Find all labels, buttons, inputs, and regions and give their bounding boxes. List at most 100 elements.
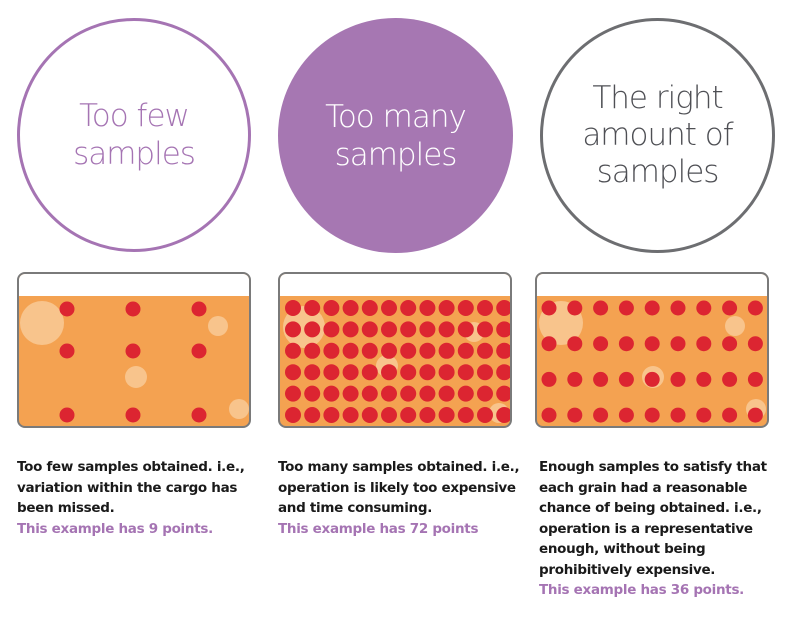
title-line: amount of	[582, 117, 733, 153]
sample-point	[323, 364, 340, 381]
bubbles	[539, 301, 766, 419]
sample-point	[747, 407, 763, 423]
sample-point	[644, 336, 660, 352]
sample-point	[496, 342, 510, 359]
sample-point	[400, 342, 417, 359]
point-count-note: This example has 36 points.	[539, 582, 745, 598]
sample-point	[400, 300, 417, 316]
container-headspace	[19, 274, 249, 296]
sample-point	[191, 301, 207, 317]
caption-text: Too few samples obtained. i.e., variatio…	[17, 459, 245, 516]
sample-point	[618, 336, 634, 352]
sample-point	[419, 364, 436, 381]
sample-point	[381, 407, 397, 423]
sample-point	[125, 301, 141, 317]
sample-point	[381, 385, 397, 402]
sample-point	[304, 385, 321, 402]
right-amount-title: The right amount of samples	[582, 80, 733, 191]
sample-point	[125, 407, 141, 423]
sample-points	[285, 300, 510, 423]
sample-point	[457, 321, 474, 338]
sample-point	[381, 364, 397, 381]
sample-point	[419, 342, 436, 359]
sample-point	[722, 407, 738, 423]
sample-point	[323, 300, 340, 316]
sample-point	[304, 300, 321, 316]
sample-point	[696, 407, 712, 423]
sample-point	[722, 371, 738, 387]
right-amount-caption: Enough samples to satisfy that each grai…	[539, 457, 784, 601]
sample-point	[361, 407, 378, 423]
too-many-caption: Too many samples obtained. i.e., operati…	[278, 457, 523, 539]
sample-point	[59, 343, 75, 359]
title-line: samples	[73, 136, 196, 172]
sample-point	[541, 300, 557, 316]
sample-point	[323, 407, 340, 423]
right-amount-sample-container	[535, 272, 769, 428]
sample-point	[419, 321, 436, 338]
sample-point	[593, 371, 609, 387]
sample-point	[541, 336, 557, 352]
sample-point	[400, 321, 417, 338]
sample-point	[618, 407, 634, 423]
title-line: samples	[596, 154, 720, 190]
sample-point	[285, 364, 301, 381]
bubbles	[20, 301, 249, 419]
title-line: Too few	[79, 98, 190, 134]
sample-point	[457, 342, 474, 359]
point-count-note: This example has 72 points	[278, 520, 479, 537]
sample-point	[747, 336, 763, 352]
sample-point	[457, 364, 474, 381]
sample-point	[285, 342, 301, 359]
sample-point	[323, 342, 340, 359]
sample-point	[419, 407, 436, 423]
too-few-title: Too few samples	[73, 97, 196, 173]
sample-point	[191, 343, 207, 359]
right-amount-circle: The right amount of samples	[540, 18, 775, 253]
sample-point	[496, 407, 510, 423]
sample-point	[567, 336, 583, 352]
sample-point	[593, 336, 609, 352]
sample-point	[593, 300, 609, 316]
sample-point	[457, 300, 474, 316]
sample-point	[477, 300, 493, 316]
sample-point	[361, 321, 378, 338]
sample-point	[567, 371, 583, 387]
sample-point	[670, 407, 686, 423]
sample-point	[670, 336, 686, 352]
too-many-sample-container	[278, 272, 512, 428]
sample-point	[323, 321, 340, 338]
sample-point	[285, 300, 301, 316]
sample-point	[191, 407, 207, 423]
sample-point	[438, 385, 455, 402]
sample-point	[381, 342, 397, 359]
sample-point	[381, 321, 397, 338]
sample-point	[419, 385, 436, 402]
sample-point	[438, 321, 455, 338]
sample-point	[644, 407, 660, 423]
sample-point	[618, 371, 634, 387]
too-few-sample-diagram	[20, 301, 249, 423]
sample-point	[361, 385, 378, 402]
sample-point	[342, 342, 359, 359]
sample-point	[477, 364, 493, 381]
sample-point	[670, 371, 686, 387]
sample-point	[496, 385, 510, 402]
title-line: Too many	[325, 98, 467, 135]
too-few-caption: Too few samples obtained. i.e., variatio…	[17, 457, 262, 539]
sample-point	[285, 321, 301, 338]
sample-point	[59, 407, 75, 423]
container-headspace	[537, 274, 767, 296]
sample-point	[438, 342, 455, 359]
too-many-title: Too many samples	[325, 98, 467, 174]
sample-point	[438, 364, 455, 381]
sample-point	[722, 336, 738, 352]
sample-point	[696, 300, 712, 316]
sample-point	[59, 301, 75, 317]
title-line: samples	[334, 136, 458, 173]
sample-point	[304, 321, 321, 338]
sample-point	[342, 407, 359, 423]
sample-points	[541, 300, 763, 423]
sample-point	[400, 364, 417, 381]
title-line: The right	[592, 80, 723, 116]
